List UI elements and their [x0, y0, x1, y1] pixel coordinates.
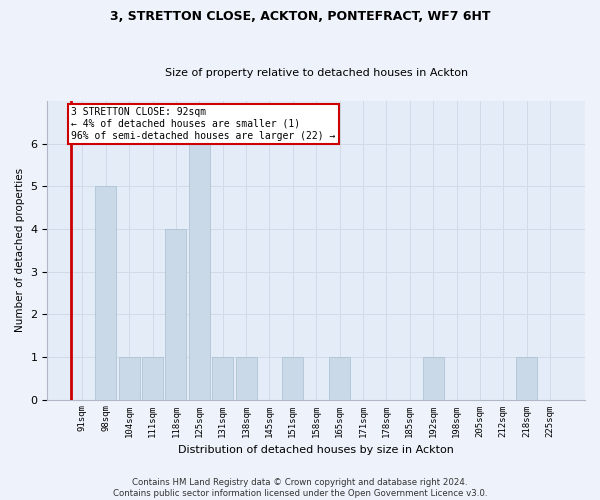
Bar [95, 186, 116, 400]
Bar [142, 357, 163, 400]
Bar [166, 229, 187, 400]
Text: 3 STRETTON CLOSE: 92sqm
← 4% of detached houses are smaller (1)
96% of semi-deta: 3 STRETTON CLOSE: 92sqm ← 4% of detached… [71, 108, 335, 140]
Title: Size of property relative to detached houses in Ackton: Size of property relative to detached ho… [164, 68, 468, 78]
Bar [236, 357, 257, 400]
Bar [516, 357, 537, 400]
Bar [422, 357, 443, 400]
Text: Contains HM Land Registry data © Crown copyright and database right 2024.
Contai: Contains HM Land Registry data © Crown c… [113, 478, 487, 498]
Y-axis label: Number of detached properties: Number of detached properties [15, 168, 25, 332]
Bar [212, 357, 233, 400]
Bar [189, 144, 210, 400]
Bar [119, 357, 140, 400]
Bar [282, 357, 304, 400]
Bar [329, 357, 350, 400]
Text: 3, STRETTON CLOSE, ACKTON, PONTEFRACT, WF7 6HT: 3, STRETTON CLOSE, ACKTON, PONTEFRACT, W… [110, 10, 490, 23]
X-axis label: Distribution of detached houses by size in Ackton: Distribution of detached houses by size … [178, 445, 454, 455]
